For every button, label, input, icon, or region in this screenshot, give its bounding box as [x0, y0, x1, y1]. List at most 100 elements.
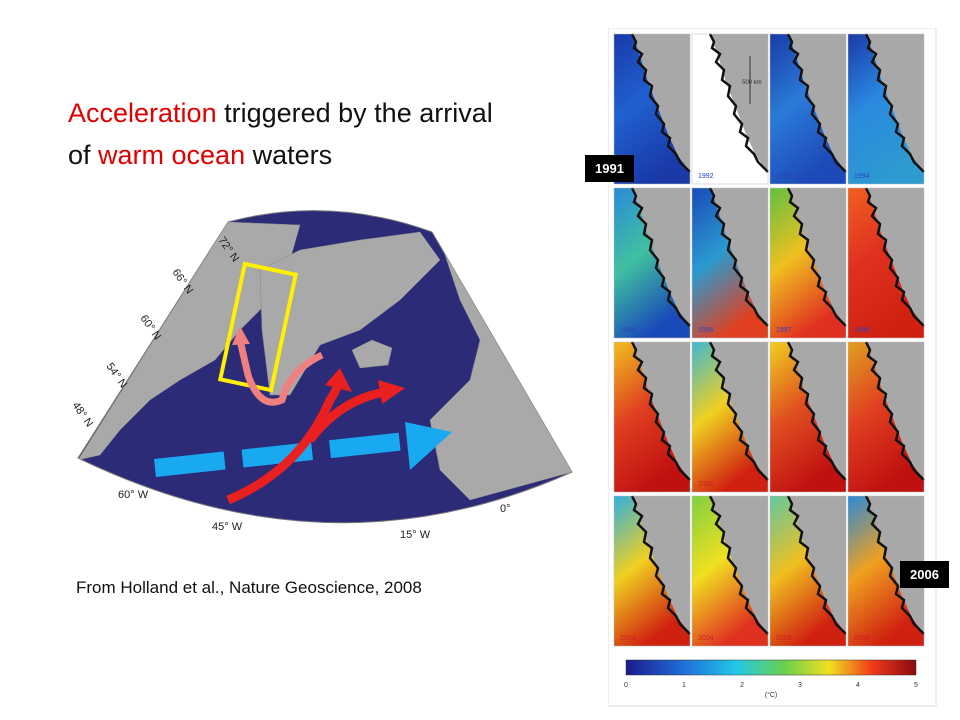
panel-year: 1996: [698, 327, 714, 334]
panel-frame: [769, 187, 847, 339]
title-highlight: Acceleration: [68, 98, 217, 128]
panel-frame: [847, 187, 925, 339]
panel-frame: [691, 341, 769, 493]
coastline: [630, 495, 691, 635]
panel-year: 2005: [776, 635, 792, 642]
coastline: [864, 341, 925, 481]
panel-frame: [769, 495, 847, 647]
coastline: [708, 495, 769, 635]
year-panel: 1994: [847, 33, 925, 185]
colorbar-tick: 4: [856, 682, 860, 689]
panel-year: 1993: [776, 173, 792, 180]
panel-year: 1998: [854, 327, 870, 334]
year-panel: 1999: [613, 341, 691, 493]
arrow-head: [232, 326, 250, 345]
warm-current: [306, 387, 386, 443]
panel-frame: [613, 33, 691, 185]
irminger-current: [236, 339, 324, 406]
panel-year: 1999: [620, 481, 636, 488]
panel-frame: [691, 33, 769, 185]
panel-frame: [691, 495, 769, 647]
longitude-label: 0°: [500, 503, 511, 515]
longitude-label: 15° W: [400, 529, 431, 541]
panel-sea: [614, 34, 690, 184]
panel-sea: [692, 34, 768, 184]
colorbar-tick: 3: [798, 682, 802, 689]
longitude-label: 60° W: [118, 489, 149, 501]
year-panel: 2005: [769, 495, 847, 647]
panel-sea: [848, 342, 924, 492]
panel-frame: [847, 341, 925, 493]
panel-sea: [692, 342, 768, 492]
year-panel: 1998: [847, 187, 925, 339]
coastline: [708, 33, 769, 173]
scale-label: 500 km: [742, 80, 762, 86]
title-line: Acceleration triggered by the arrival: [68, 98, 493, 129]
end-year-tag: 2006: [900, 561, 949, 588]
coastline: [864, 495, 925, 635]
title-text: triggered by the arrival: [216, 98, 493, 128]
panel-year: 2003: [620, 635, 636, 642]
latitude-label: 54° N: [104, 361, 130, 391]
coastline: [630, 33, 691, 173]
colorbar-tick: 1: [682, 682, 686, 689]
year-panel: 2004: [691, 495, 769, 647]
coastline: [786, 495, 847, 635]
longitude-label: 45° W: [212, 521, 243, 533]
cold-current: [154, 431, 416, 477]
panel-sea: [770, 342, 846, 492]
panel-year: 1994: [854, 173, 870, 180]
colorbar-tick: 0: [624, 682, 628, 689]
panel-year: 2000: [698, 481, 714, 488]
coastline: [630, 341, 691, 481]
panel-year: 2006: [854, 635, 870, 642]
colorbar-tick: 2: [740, 682, 744, 689]
coastline: [786, 33, 847, 173]
year-panel: 1995: [613, 187, 691, 339]
colorbar-tick: 5: [914, 682, 918, 689]
coastline: [786, 187, 847, 327]
year-panel: 2000: [691, 341, 769, 493]
citation: From Holland et al., Nature Geoscience, …: [76, 578, 422, 597]
panel-year: 2001: [776, 481, 792, 488]
panel-sea: [692, 188, 768, 338]
panel-sea: [770, 188, 846, 338]
year-panel: 2003: [613, 495, 691, 647]
title-text: of: [68, 140, 99, 170]
panel-sea: [770, 34, 846, 184]
year-panel: 1997: [769, 187, 847, 339]
year-panel: 1996: [691, 187, 769, 339]
year-panel: 1993: [769, 33, 847, 185]
panel-year: 2004: [698, 635, 714, 642]
panel-year: 1995: [620, 327, 636, 334]
arrow-head: [378, 380, 405, 404]
panel-year: 1997: [776, 327, 792, 334]
panel-frame: [691, 187, 769, 339]
panel-frame: [769, 341, 847, 493]
panel-frame: [613, 495, 691, 647]
land-greenland: [259, 231, 441, 396]
panel-year: 2002: [854, 481, 870, 488]
panel-sea: [692, 496, 768, 646]
colorbar: [625, 659, 917, 676]
panel-sea: [770, 496, 846, 646]
panel-sea: [614, 188, 690, 338]
panel-year: 1992: [698, 173, 714, 180]
panel-frame: [769, 33, 847, 185]
arrow-head: [405, 422, 452, 470]
coastline: [786, 341, 847, 481]
study-box: [217, 261, 299, 393]
panel-sea: [848, 34, 924, 184]
coastline: [708, 341, 769, 481]
ocean-map: 72° N66° N60° N54° N48° N60° W45° W15° W…: [70, 210, 573, 541]
year-panel: 2002: [847, 341, 925, 493]
coastline: [864, 187, 925, 327]
start-year-tag: 1991: [585, 155, 634, 182]
title-line: of warm ocean waters: [68, 140, 332, 171]
coastline: [708, 187, 769, 327]
panel-frame: [613, 187, 691, 339]
coastline: [630, 187, 691, 327]
latitude-label: 60° N: [138, 313, 164, 343]
